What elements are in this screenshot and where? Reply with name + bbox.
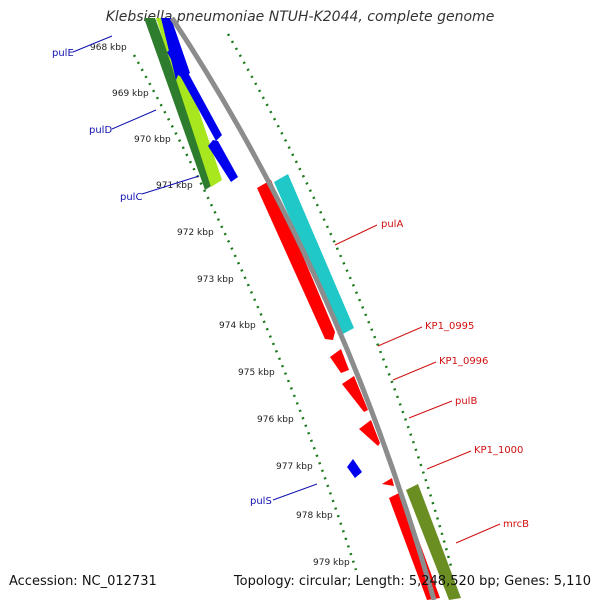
scale-label: 975 kbp	[238, 368, 275, 378]
reverse-gene	[208, 140, 238, 182]
map-title: Klebsiella pneumoniae NTUH-K2044, comple…	[105, 9, 495, 25]
label-leader	[455, 523, 501, 544]
label-leader	[272, 483, 318, 501]
forward-gene	[257, 180, 335, 340]
scale-label: 978 kbp	[296, 511, 333, 521]
scale-label: 971 kbp	[156, 181, 193, 191]
gene-label-mrcB: mrcB	[503, 519, 529, 530]
inner-tick-line	[132, 54, 358, 571]
label-leader	[426, 450, 472, 470]
label-leader	[111, 109, 157, 130]
forward-gene	[359, 420, 380, 446]
scale-label: 977 kbp	[276, 462, 313, 472]
scale-label: 969 kbp	[112, 89, 149, 99]
scale-label: 973 kbp	[197, 275, 234, 285]
label-leader	[392, 361, 437, 381]
forward-gene	[330, 349, 349, 373]
scale-label: 976 kbp	[257, 415, 294, 425]
scale-label: 970 kbp	[134, 135, 171, 145]
forward-gene	[342, 376, 368, 412]
topology-text: Topology: circular; Length: 5,248,520 bp…	[233, 574, 591, 589]
label-leader	[141, 175, 200, 195]
scale-label: 972 kbp	[177, 228, 214, 238]
label-leader	[334, 224, 378, 246]
reverse-gene	[167, 47, 222, 141]
scale-label: 974 kbp	[219, 321, 256, 331]
cyan-track	[274, 174, 354, 335]
gene-label-pulE: pulE	[52, 48, 74, 59]
forward-gene	[382, 478, 394, 486]
scale-label: 979 kbp	[313, 558, 350, 568]
reverse-gene	[347, 459, 362, 478]
label-leader	[72, 35, 113, 53]
gene-label-pulC: pulC	[120, 192, 142, 203]
gene-label-pulA: pulA	[381, 219, 403, 230]
gene-label-pulS: pulS	[250, 496, 272, 507]
gene-label-pulB: pulB	[455, 396, 477, 407]
gene-label-KP1_1000: KP1_1000	[474, 445, 523, 456]
scale-label: 968 kbp	[90, 43, 127, 53]
gene-label-KP1_0995: KP1_0995	[425, 321, 474, 332]
olive-track	[406, 484, 461, 600]
gene-label-pulD: pulD	[89, 125, 112, 136]
label-leader	[377, 326, 423, 347]
accession-text: Accession: NC_012731	[9, 574, 157, 589]
gene-label-KP1_0996: KP1_0996	[439, 356, 488, 367]
genome-backbone	[169, 16, 437, 600]
label-leader	[408, 400, 453, 419]
